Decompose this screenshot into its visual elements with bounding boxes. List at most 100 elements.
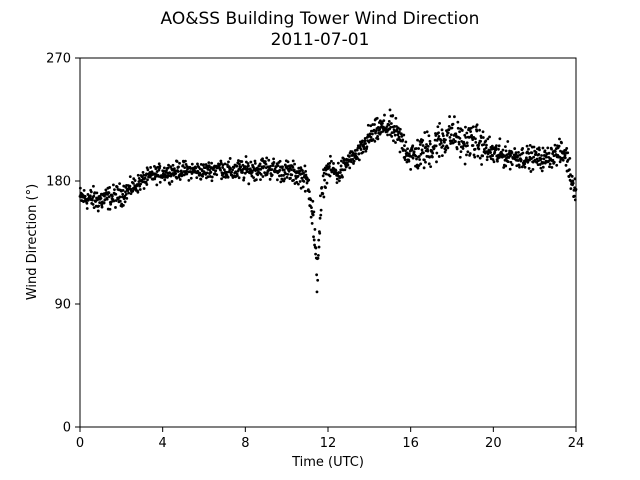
data-point [114, 199, 118, 202]
data-point [107, 195, 111, 199]
data-point [432, 146, 436, 150]
data-point [369, 135, 373, 139]
data-point [503, 145, 507, 148]
data-point [253, 161, 257, 165]
data-point [406, 147, 409, 151]
data-point [103, 194, 106, 198]
data-point [466, 150, 470, 154]
data-point [332, 162, 335, 165]
data-point [504, 164, 508, 168]
data-point [169, 165, 172, 169]
data-point [357, 152, 361, 156]
data-point [270, 168, 274, 171]
data-point [361, 150, 365, 154]
data-point [452, 138, 456, 141]
data-point [175, 160, 179, 163]
data-point [366, 123, 370, 127]
data-point [157, 168, 161, 172]
x-tick-label: 24 [568, 436, 585, 451]
data-point [523, 162, 527, 166]
data-point [463, 133, 467, 137]
data-point [269, 164, 272, 168]
data-point [263, 160, 267, 163]
data-point [184, 159, 187, 163]
data-point [118, 199, 122, 203]
data-point [312, 238, 316, 242]
data-point [210, 175, 214, 179]
data-point [513, 147, 517, 150]
data-point [402, 133, 406, 137]
data-point [437, 155, 441, 158]
data-point [403, 158, 407, 162]
data-point [85, 201, 89, 205]
data-point [391, 114, 395, 117]
data-point [246, 162, 250, 165]
data-point [451, 122, 455, 126]
data-point [259, 167, 263, 171]
data-point [538, 148, 541, 152]
data-point [142, 187, 146, 190]
data-point [250, 170, 254, 174]
data-point [196, 162, 199, 166]
data-point [373, 123, 376, 126]
data-point [443, 140, 446, 144]
data-point [179, 169, 183, 173]
data-point [361, 139, 364, 143]
data-point [240, 160, 244, 163]
data-point [446, 146, 450, 150]
data-point [514, 151, 518, 155]
data-point [334, 169, 338, 173]
data-point [278, 159, 282, 163]
data-point [315, 273, 319, 277]
data-point [122, 203, 125, 207]
data-point [416, 138, 419, 142]
data-point [129, 192, 133, 196]
data-point [375, 116, 379, 120]
data-point [222, 168, 226, 172]
data-point [527, 147, 530, 151]
data-point [428, 139, 432, 143]
data-point [376, 137, 380, 141]
data-point [412, 150, 416, 154]
data-point [205, 171, 209, 175]
data-point [121, 192, 125, 196]
data-point [178, 161, 181, 165]
data-point [389, 125, 393, 129]
data-point [465, 141, 469, 145]
data-point [319, 194, 322, 198]
data-point [118, 195, 122, 199]
data-point [170, 180, 174, 183]
data-point [550, 147, 553, 151]
data-point [458, 155, 462, 159]
data-point [83, 194, 87, 198]
data-point [376, 135, 379, 138]
data-point [343, 168, 347, 172]
data-point [485, 143, 488, 147]
data-point [560, 141, 563, 145]
data-point [448, 115, 451, 118]
data-point [246, 167, 250, 171]
data-point [167, 163, 170, 167]
data-point [564, 163, 568, 167]
data-point [168, 182, 172, 186]
data-point [571, 181, 575, 185]
data-point [247, 164, 250, 168]
data-point [472, 153, 476, 157]
data-point [237, 176, 241, 180]
data-point [464, 125, 467, 129]
data-point [397, 130, 401, 134]
data-point [264, 162, 268, 166]
data-point [398, 150, 402, 154]
data-point [324, 172, 328, 176]
data-point [422, 151, 425, 155]
data-point [303, 164, 307, 168]
data-point [318, 231, 322, 235]
data-point [210, 161, 213, 165]
data-point [427, 162, 431, 166]
data-point [393, 133, 397, 137]
data-point [143, 176, 147, 180]
data-point [530, 151, 534, 155]
data-point [236, 174, 239, 177]
data-point [449, 133, 453, 137]
